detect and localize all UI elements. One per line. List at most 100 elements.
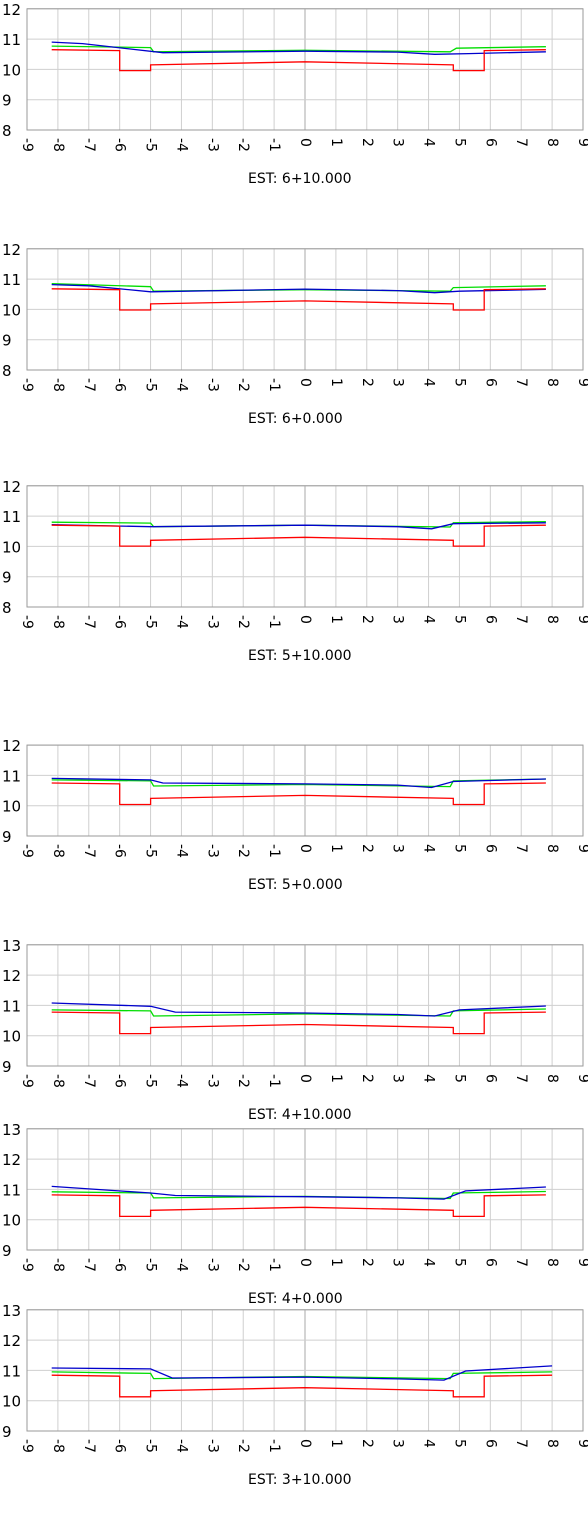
x-tick-label: -3 xyxy=(204,1074,220,1088)
x-tick-label: 8 xyxy=(544,1439,560,1448)
x-tick-label: 4 xyxy=(421,1258,437,1267)
x-tick-label: 0 xyxy=(297,138,313,147)
x-tick-label: -5 xyxy=(143,1258,159,1272)
x-tick-label: -8 xyxy=(50,1074,66,1088)
x-tick-label: -6 xyxy=(112,615,128,629)
cross-section-chart: 9101112-9-8-7-6-5-4-3-2-10123456789EST: … xyxy=(2,737,588,893)
x-tick-label: -6 xyxy=(112,378,128,392)
y-tick-label: 11 xyxy=(2,767,21,785)
x-tick-label: 8 xyxy=(544,844,560,853)
profile-line xyxy=(51,1185,546,1200)
x-tick-label: -2 xyxy=(235,1258,251,1272)
x-tick-label: -1 xyxy=(266,378,282,392)
x-tick-label: -5 xyxy=(143,844,159,858)
x-tick-label: -7 xyxy=(81,378,97,392)
x-tick-label: -2 xyxy=(235,1074,251,1088)
station-label: EST: 5+0.000 xyxy=(248,877,343,893)
x-tick-label: -1 xyxy=(266,615,282,629)
x-tick-label: -2 xyxy=(235,615,251,629)
plot-frame xyxy=(26,944,584,1067)
x-tick-label: 2 xyxy=(359,378,375,387)
y-tick-label: 9 xyxy=(2,332,12,350)
y-tick-label: 10 xyxy=(2,301,21,319)
x-tick-label: -8 xyxy=(50,138,66,152)
y-tick-label: 10 xyxy=(2,798,21,816)
y-tick-label: 13 xyxy=(2,1302,21,1320)
x-tick-label: -8 xyxy=(50,1439,66,1453)
y-tick-label: 11 xyxy=(2,1362,21,1380)
x-tick-label: -4 xyxy=(173,615,189,629)
y-tick-label: 10 xyxy=(2,1212,21,1230)
x-tick-label: -5 xyxy=(143,615,159,629)
x-tick-label: 5 xyxy=(451,1439,467,1448)
x-tick-label: -4 xyxy=(173,378,189,392)
x-tick-label: 7 xyxy=(513,1258,529,1267)
plot-frame xyxy=(26,485,584,608)
x-tick-label: 9 xyxy=(575,138,588,147)
y-tick-label: 11 xyxy=(2,1181,21,1199)
x-tick-label: 4 xyxy=(421,615,437,624)
x-tick-label: -2 xyxy=(235,844,251,858)
profile-line xyxy=(51,41,546,55)
x-tick-label: 0 xyxy=(297,1074,313,1083)
station-label: EST: 5+10.000 xyxy=(248,648,352,664)
x-tick-label: -9 xyxy=(19,615,35,629)
profile-line xyxy=(51,1011,546,1035)
y-tick-label: 8 xyxy=(2,362,12,380)
y-tick-label: 11 xyxy=(2,31,21,49)
x-tick-label: -2 xyxy=(235,378,251,392)
x-tick-label: 5 xyxy=(451,844,467,853)
x-tick-label: -3 xyxy=(204,615,220,629)
plot-frame xyxy=(26,8,584,131)
x-tick-label: 7 xyxy=(513,378,529,387)
cross-section-chart: 910111213-9-8-7-6-5-4-3-2-10123456789EST… xyxy=(2,1121,588,1307)
x-tick-label: 2 xyxy=(359,1074,375,1083)
x-tick-label: -4 xyxy=(173,1258,189,1272)
x-tick-label: 9 xyxy=(575,1074,588,1083)
x-tick-label: 3 xyxy=(390,1074,406,1083)
x-tick-label: 6 xyxy=(482,615,498,624)
cross-section-chart: 910111213-9-8-7-6-5-4-3-2-10123456789EST… xyxy=(2,937,588,1123)
x-tick-label: 9 xyxy=(575,844,588,853)
x-tick-label: -7 xyxy=(81,844,97,858)
x-tick-label: 0 xyxy=(297,1258,313,1267)
x-tick-label: 8 xyxy=(544,138,560,147)
x-tick-label: -8 xyxy=(50,1258,66,1272)
profile-line xyxy=(51,283,546,294)
y-tick-label: 13 xyxy=(2,1121,21,1139)
x-tick-label: -6 xyxy=(112,138,128,152)
x-tick-label: 0 xyxy=(297,1439,313,1448)
y-tick-label: 9 xyxy=(2,1242,12,1260)
y-tick-label: 9 xyxy=(2,1058,12,1076)
x-tick-label: 3 xyxy=(390,138,406,147)
x-tick-label: -9 xyxy=(19,1258,35,1272)
x-tick-label: 2 xyxy=(359,615,375,624)
x-tick-label: -5 xyxy=(143,1074,159,1088)
x-tick-label: -7 xyxy=(81,1439,97,1453)
x-tick-label: -4 xyxy=(173,844,189,858)
x-tick-label: 1 xyxy=(328,1258,344,1267)
x-tick-label: 6 xyxy=(482,1439,498,1448)
y-tick-label: 11 xyxy=(2,508,21,526)
y-tick-label: 10 xyxy=(2,61,21,79)
x-tick-label: 8 xyxy=(544,378,560,387)
x-tick-label: 8 xyxy=(544,1258,560,1267)
profile-line xyxy=(51,282,546,292)
y-tick-label: 12 xyxy=(2,478,21,496)
x-tick-label: 3 xyxy=(390,1439,406,1448)
x-tick-label: -5 xyxy=(143,138,159,152)
x-tick-label: -8 xyxy=(50,844,66,858)
x-tick-label: 1 xyxy=(328,844,344,853)
x-tick-label: -4 xyxy=(173,138,189,152)
plot-frame xyxy=(26,248,584,371)
x-tick-label: 4 xyxy=(421,1074,437,1083)
x-tick-label: 6 xyxy=(482,1074,498,1083)
x-tick-label: 7 xyxy=(513,844,529,853)
x-tick-label: -2 xyxy=(235,138,251,152)
station-label: EST: 3+10.000 xyxy=(248,1472,352,1488)
x-tick-label: -3 xyxy=(204,138,220,152)
x-tick-label: 5 xyxy=(451,138,467,147)
x-tick-label: -1 xyxy=(266,844,282,858)
x-tick-label: 3 xyxy=(390,1258,406,1267)
